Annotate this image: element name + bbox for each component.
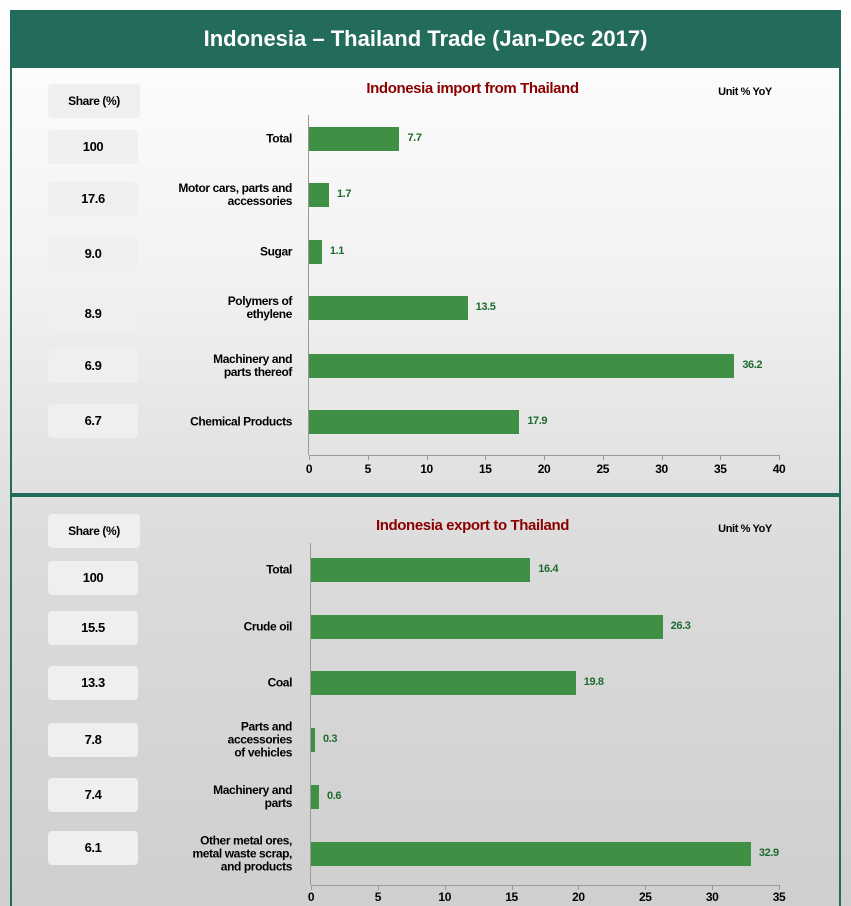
share-cell: 6.7 (48, 404, 138, 438)
tick-mark (779, 455, 780, 460)
bar (309, 183, 329, 207)
x-tick-label: 35 (700, 463, 740, 476)
x-tick-label: 30 (642, 463, 682, 476)
page: Indonesia – Thailand Trade (Jan-Dec 2017… (0, 0, 851, 906)
share-header: Share (%) (48, 514, 140, 548)
value-label: 36.2 (742, 359, 762, 372)
bar (309, 354, 734, 378)
x-tick-label: 0 (291, 891, 331, 904)
axis-line (311, 885, 779, 886)
x-tick-label: 35 (759, 891, 799, 904)
share-cell: 100 (48, 130, 138, 164)
share-cell: 15.5 (48, 611, 138, 645)
bar (311, 671, 576, 695)
chart-title: Indonesia export to Thailand (300, 519, 645, 532)
share-cell: 8.9 (48, 297, 138, 331)
tick-mark (720, 455, 721, 460)
value-label: 1.7 (337, 188, 351, 201)
axis-line (310, 543, 311, 885)
unit-label: Unit % YoY (690, 86, 800, 99)
bar (309, 240, 322, 264)
chart-title: Indonesia import from Thailand (300, 82, 645, 95)
share-cell: 7.4 (48, 778, 138, 812)
share-header: Share (%) (48, 84, 140, 118)
bar (311, 728, 315, 752)
x-tick-label: 0 (289, 463, 329, 476)
share-cell: 13.3 (48, 666, 138, 700)
x-tick-label: 10 (425, 891, 465, 904)
x-tick-label: 20 (524, 463, 564, 476)
x-tick-label: 20 (558, 891, 598, 904)
bar (311, 785, 319, 809)
axis-line (308, 115, 309, 455)
x-tick-label: 25 (625, 891, 665, 904)
value-label: 0.3 (323, 733, 337, 746)
value-label: 0.6 (327, 790, 341, 803)
share-cell: 100 (48, 561, 138, 595)
tick-mark (368, 455, 369, 460)
value-label: 32.9 (759, 847, 779, 860)
x-tick-label: 15 (492, 891, 532, 904)
value-label: 26.3 (671, 620, 691, 633)
value-label: 16.4 (538, 563, 558, 576)
bar (309, 410, 519, 434)
value-label: 17.9 (527, 415, 547, 428)
tick-mark (544, 455, 545, 460)
x-tick-label: 25 (583, 463, 623, 476)
tick-mark (662, 455, 663, 460)
value-label: 19.8 (584, 676, 604, 689)
x-tick-label: 10 (407, 463, 447, 476)
x-tick-label: 5 (348, 463, 388, 476)
bar (311, 842, 751, 866)
tick-mark (603, 455, 604, 460)
share-cell: 7.8 (48, 723, 138, 757)
tick-mark (485, 455, 486, 460)
page-title: Indonesia – Thailand Trade (Jan-Dec 2017… (10, 26, 841, 52)
share-cell: 6.1 (48, 831, 138, 865)
x-tick-label: 30 (692, 891, 732, 904)
value-label: 13.5 (476, 301, 496, 314)
share-cell: 6.9 (48, 349, 138, 383)
x-tick-label: 5 (358, 891, 398, 904)
x-tick-label: 15 (465, 463, 505, 476)
bar (309, 296, 468, 320)
share-cell: 17.6 (48, 182, 138, 216)
value-label: 7.7 (407, 132, 421, 145)
bar (309, 127, 399, 151)
unit-label: Unit % YoY (690, 523, 800, 536)
bar (311, 558, 530, 582)
x-tick-label: 40 (759, 463, 799, 476)
share-cell: 9.0 (48, 237, 138, 271)
tick-mark (427, 455, 428, 460)
tick-mark (309, 455, 310, 460)
bar (311, 615, 663, 639)
value-label: 1.1 (330, 245, 344, 258)
